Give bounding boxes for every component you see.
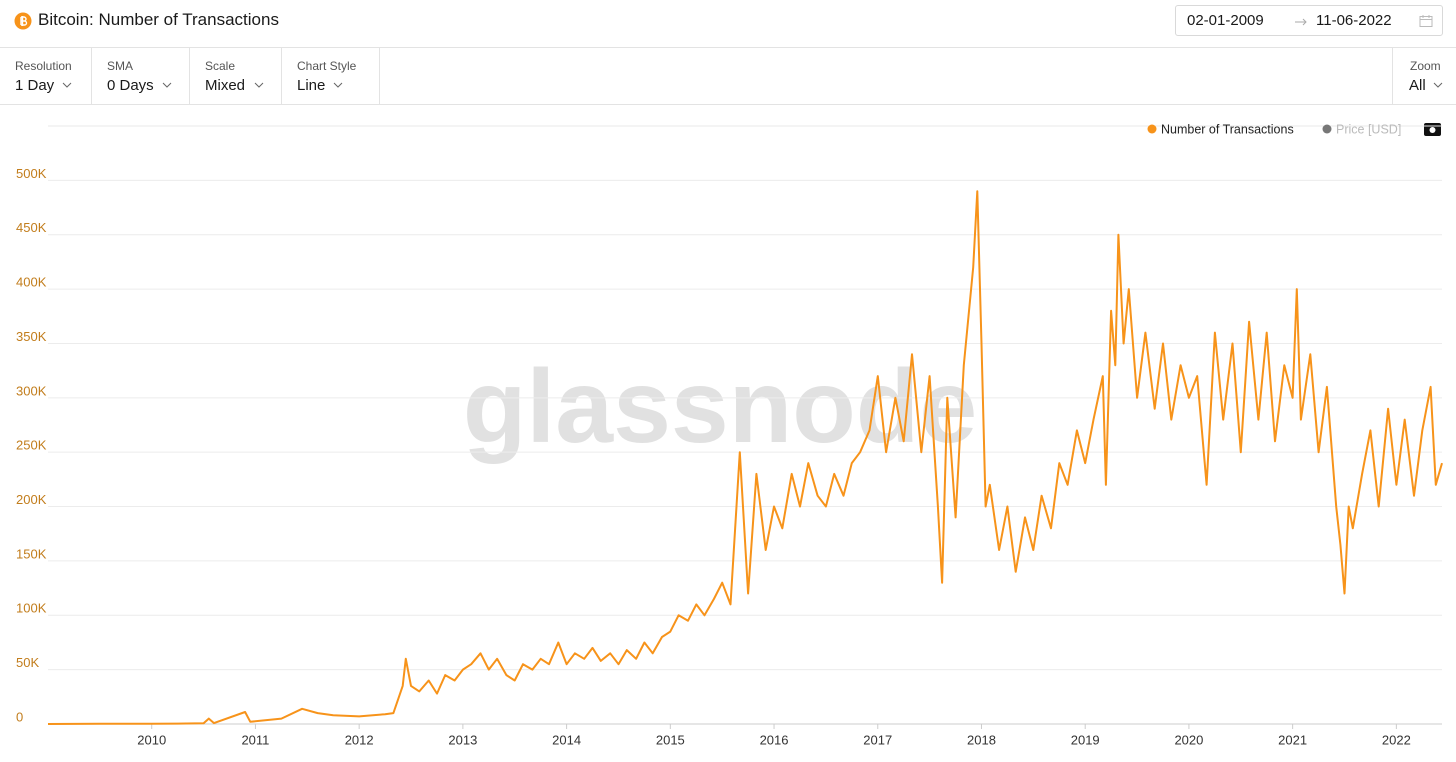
watermark: glassnode [463,349,977,465]
control-value[interactable]: 1 Day [15,77,55,94]
camera-lens [1429,127,1436,133]
control-label: Zoom [1410,59,1441,73]
x-tick-label: 2019 [1071,732,1100,747]
x-tick-label: 2021 [1278,732,1307,747]
control[interactable]: SMA 0 Days [92,48,190,104]
control-label: Resolution [15,59,72,73]
chevron [162,82,172,88]
toolbar: Resolution 1 Day SMA 0 Days Scale Mixed Cha… [0,48,1456,105]
x-tick-label: 2011 [241,732,269,747]
control-value[interactable]: All [1409,77,1426,94]
control-label: Scale [205,59,236,73]
y-tick-label: 0 [16,709,23,724]
y-tick-label: 100K [16,601,47,616]
x-tick-label: 2018 [967,732,996,747]
zoom-control[interactable]: Zoom All [1392,48,1456,104]
x-tick-label: 2016 [760,732,789,747]
date-from[interactable]: 02-01-2009 [1187,12,1264,29]
chevron [1433,82,1443,88]
legend-marker [1322,124,1332,134]
date-to[interactable]: 11-06-2022 [1316,12,1392,29]
title: Bitcoin: Number of Transactions [38,10,279,29]
control[interactable]: Resolution 1 Day [0,48,92,104]
y-tick-label: 50K [16,655,39,670]
control-value[interactable]: 0 Days [107,77,154,94]
control-label: Chart Style [297,59,357,73]
arrow-icon [1295,18,1307,26]
control[interactable]: Scale Mixed [190,48,282,104]
header: Bitcoin: Number of Transactions 02-01-20… [0,0,1456,48]
y-tick-label: 350K [16,329,47,344]
x-tick-label: 2017 [863,732,892,747]
bitcoin-icon [14,12,32,30]
chevron [62,82,72,88]
control-value[interactable]: Mixed [205,77,246,94]
chevron [333,82,343,88]
y-tick-label: 300K [16,383,47,398]
y-tick-label: 450K [16,220,47,235]
control[interactable]: Chart Style Line [282,48,380,104]
y-tick-label: 250K [16,438,47,453]
legend-marker [1147,124,1157,134]
calendar-icon [1419,15,1433,27]
x-tick-label: 2012 [345,732,374,747]
chevron [254,82,264,88]
series-line [47,190,1443,725]
date-range[interactable]: 02-01-2009 11-06-2022 [1175,5,1443,36]
control-value[interactable]: Line [297,77,326,94]
y-tick-label: 150K [16,546,47,561]
y-tick-label: 500K [16,166,47,181]
legend-label: Number of Transactions [1161,122,1294,136]
legend-inactive[interactable]: Price [USD] [1322,122,1402,136]
y-tick-label: 400K [16,275,47,290]
legend-label: Price [USD] [1336,122,1401,136]
control-label: SMA [107,59,134,73]
x-tick-label: 2010 [137,732,166,747]
x-tick-label: 2013 [448,732,477,747]
x-tick-label: 2022 [1382,732,1411,747]
x-tick-label: 2015 [656,732,685,747]
x-tick-label: 2014 [552,732,581,747]
y-tick-label: 200K [16,492,47,507]
x-tick-label: 2020 [1174,732,1203,747]
chart: glassnode 0 50K 100K 150K 200K 250K 300K 350K 40… [16,122,1443,747]
